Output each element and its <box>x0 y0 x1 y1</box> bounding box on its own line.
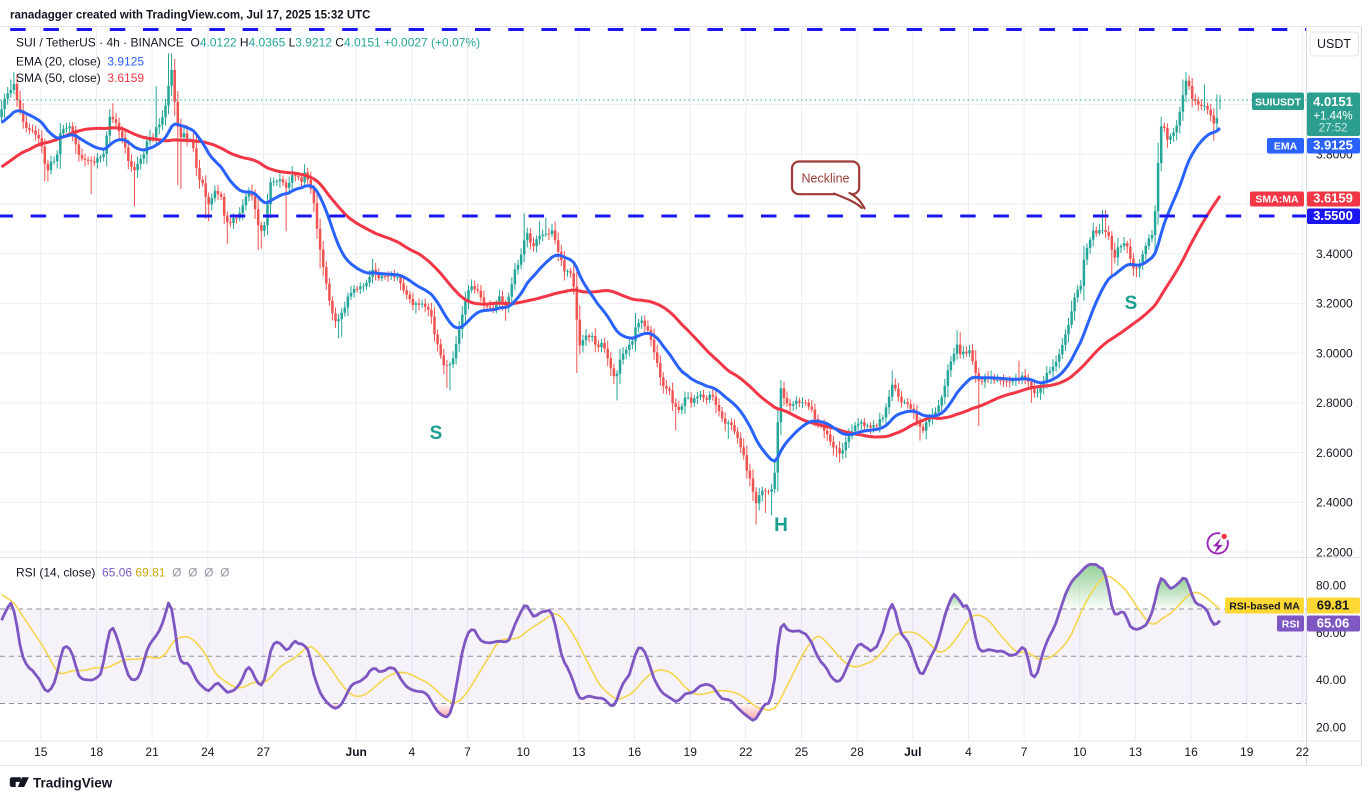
svg-text:4.0151: 4.0151 <box>1313 94 1353 109</box>
svg-text:USDT: USDT <box>1317 37 1351 51</box>
svg-text:3.2000: 3.2000 <box>1316 297 1353 311</box>
svg-text:Jul: Jul <box>904 745 921 759</box>
svg-text:28: 28 <box>850 745 864 759</box>
svg-text:24: 24 <box>201 745 215 759</box>
svg-text:25: 25 <box>795 745 809 759</box>
svg-text:10: 10 <box>517 745 531 759</box>
svg-text:4: 4 <box>965 745 972 759</box>
svg-text:RSI: RSI <box>1282 618 1300 630</box>
svg-text:SMA (50, close) 3.6159: SMA (50, close) 3.6159 <box>16 71 144 85</box>
svg-text:3.5500: 3.5500 <box>1313 208 1353 223</box>
svg-text:21: 21 <box>145 745 159 759</box>
svg-text:H: H <box>774 515 788 536</box>
svg-text:10: 10 <box>1073 745 1087 759</box>
svg-text:3.9125: 3.9125 <box>1313 138 1353 153</box>
svg-text:S: S <box>1125 293 1138 314</box>
svg-text:RSI-based MA: RSI-based MA <box>1229 600 1300 612</box>
svg-text:EMA (20, close) 3.9125: EMA (20, close) 3.9125 <box>16 55 144 69</box>
svg-text:65.06: 65.06 <box>1317 616 1350 631</box>
svg-text:27: 27 <box>257 745 271 759</box>
svg-text:SUIUSDT: SUIUSDT <box>1255 97 1302 109</box>
svg-text:7: 7 <box>1021 745 1028 759</box>
svg-text:7: 7 <box>464 745 471 759</box>
svg-text:2.6000: 2.6000 <box>1316 446 1353 460</box>
svg-text:20.00: 20.00 <box>1316 720 1346 734</box>
svg-text:69.81: 69.81 <box>1317 598 1350 613</box>
svg-text:2.8000: 2.8000 <box>1316 396 1353 410</box>
svg-text:EMA: EMA <box>1274 140 1298 152</box>
svg-text:13: 13 <box>1129 745 1143 759</box>
svg-text:18: 18 <box>90 745 104 759</box>
svg-text:RSI (14, close) 65.06 69.81: RSI (14, close) 65.06 69.81 Ø Ø Ø Ø <box>16 566 229 580</box>
svg-text:3.6159: 3.6159 <box>1313 191 1353 206</box>
svg-text:13: 13 <box>572 745 586 759</box>
svg-text:Neckline: Neckline <box>802 171 850 185</box>
svg-text:3.4000: 3.4000 <box>1316 247 1353 261</box>
svg-text:S: S <box>430 423 443 444</box>
svg-text:ranadagger created with Tradin: ranadagger created with TradingView.com,… <box>10 10 370 22</box>
svg-text:4: 4 <box>409 745 416 759</box>
svg-text:Jun: Jun <box>346 745 367 759</box>
svg-text:15: 15 <box>34 745 48 759</box>
svg-text:2.4000: 2.4000 <box>1316 496 1353 510</box>
svg-text:16: 16 <box>1184 745 1198 759</box>
svg-text:+1.44%: +1.44% <box>1313 111 1352 123</box>
svg-text:2.2000: 2.2000 <box>1316 545 1353 559</box>
svg-text:80.00: 80.00 <box>1316 579 1346 593</box>
svg-text:SUI / TetherUS · 4h · BINANCE: SUI / TetherUS · 4h · BINANCE O4.0122 H4… <box>16 36 480 50</box>
svg-text:3.0000: 3.0000 <box>1316 346 1353 360</box>
svg-text:40.00: 40.00 <box>1316 673 1346 687</box>
svg-text:16: 16 <box>628 745 642 759</box>
svg-text:SMA:MA: SMA:MA <box>1255 193 1299 205</box>
svg-text:19: 19 <box>1240 745 1254 759</box>
svg-text:19: 19 <box>684 745 698 759</box>
svg-text:27:52: 27:52 <box>1319 123 1348 135</box>
svg-text:22: 22 <box>1296 745 1310 759</box>
svg-text:22: 22 <box>739 745 753 759</box>
svg-text:TradingView: TradingView <box>33 776 113 791</box>
